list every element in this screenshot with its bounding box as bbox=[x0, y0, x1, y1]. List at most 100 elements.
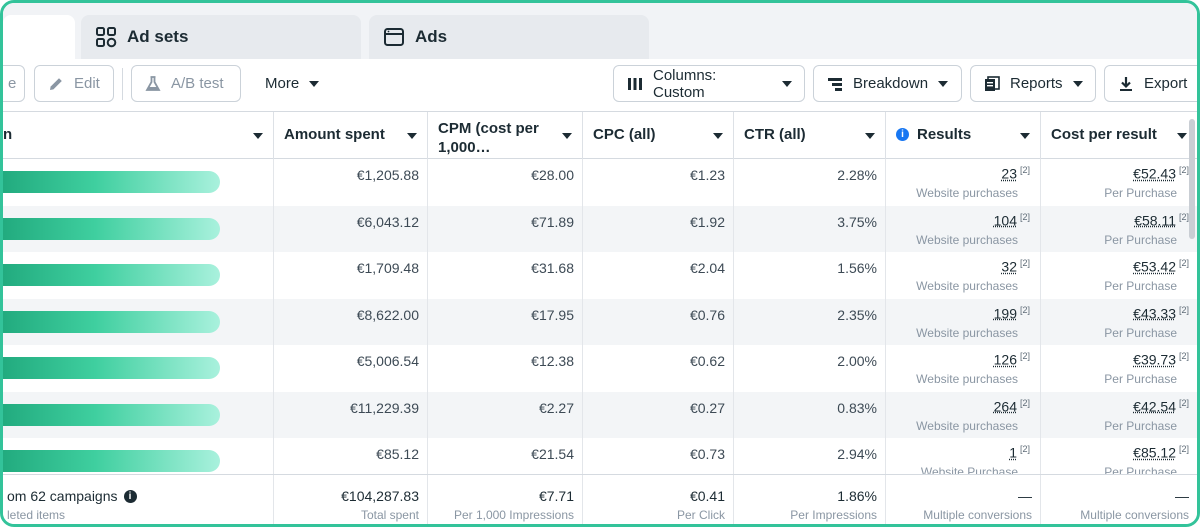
sort-caret-icon[interactable] bbox=[865, 133, 875, 139]
tab-ad-sets[interactable]: Ad sets bbox=[81, 15, 361, 59]
campaign-name-cell[interactable] bbox=[3, 159, 274, 206]
results-value[interactable]: 264 bbox=[993, 398, 1017, 415]
cost-per-result-cell: €39.73 [2] Per Purchase bbox=[1104, 351, 1189, 386]
results-value[interactable]: 1 bbox=[1009, 444, 1017, 461]
cpr-value[interactable]: €85.12 bbox=[1133, 444, 1176, 461]
redacted-campaign-name bbox=[3, 171, 220, 193]
results-cell: 199 [2] Website purchases bbox=[886, 298, 1041, 345]
pencil-icon bbox=[47, 75, 65, 93]
cpc-cell: €0.27 bbox=[583, 391, 734, 438]
campaign-name-cell[interactable] bbox=[3, 391, 274, 438]
footnote: [2] bbox=[1178, 444, 1189, 454]
header-campaign-name[interactable]: n bbox=[3, 112, 274, 159]
info-icon[interactable]: i bbox=[123, 489, 137, 503]
ctr-cell: 2.94% bbox=[734, 438, 886, 474]
header-label: Results bbox=[917, 126, 972, 143]
cpc-cell: €0.76 bbox=[583, 298, 734, 345]
reports-icon bbox=[983, 75, 1001, 93]
redacted-campaign-name bbox=[3, 264, 220, 286]
columns-icon bbox=[626, 75, 644, 93]
cpr-value[interactable]: €43.33 bbox=[1133, 305, 1176, 322]
reports-button[interactable]: Reports bbox=[970, 65, 1096, 102]
campaign-name-cell[interactable] bbox=[3, 252, 274, 299]
cpr-value[interactable]: €42.54 bbox=[1133, 398, 1176, 415]
cost-per-result-cell: €53.42 [2] Per Purchase bbox=[1104, 258, 1189, 293]
redacted-campaign-name bbox=[3, 217, 220, 240]
table-row[interactable]: €1,709.48 €31.68 €2.04 1.56% 32 [2] Websit… bbox=[3, 252, 1197, 299]
duplicate-button[interactable]: e bbox=[3, 65, 25, 102]
export-button[interactable]: Export bbox=[1104, 65, 1197, 102]
campaign-name-cell[interactable] bbox=[3, 205, 274, 252]
header-amount-spent[interactable]: Amount spent bbox=[274, 112, 428, 159]
summary-ctr-cell: 1.86% Per Impressions bbox=[734, 475, 886, 524]
results-value[interactable]: 126 bbox=[993, 351, 1017, 368]
cpc-cell: €0.73 bbox=[583, 438, 734, 474]
footnote: [2] bbox=[1019, 397, 1030, 408]
cpr-value[interactable]: €53.42 bbox=[1133, 258, 1176, 275]
header-label: Cost per result bbox=[1051, 126, 1157, 143]
cpm-cell: €31.68 bbox=[428, 252, 583, 299]
redacted-campaign-name bbox=[3, 403, 220, 426]
breakdown-label: Breakdown bbox=[853, 75, 929, 92]
edit-button[interactable]: Edit bbox=[34, 65, 114, 102]
tab-ads[interactable]: Ads bbox=[369, 15, 649, 59]
amount-spent-cell: €8,622.00 bbox=[274, 298, 428, 345]
results-value[interactable]: 104 bbox=[993, 212, 1017, 229]
campaign-name-cell[interactable] bbox=[3, 438, 274, 474]
summary-cpm-cell: €7.71 Per 1,000 Impressions bbox=[428, 475, 583, 524]
vertical-scrollbar[interactable] bbox=[1189, 119, 1195, 439]
table-row[interactable]: €5,006.54 €12.38 €0.62 2.00% 126 [2] Websi… bbox=[3, 345, 1197, 392]
campaign-name-cell[interactable] bbox=[3, 298, 274, 345]
header-ctr[interactable]: CTR (all) bbox=[734, 112, 886, 159]
results-value[interactable]: 199 bbox=[993, 305, 1017, 322]
sort-caret-icon[interactable] bbox=[407, 133, 417, 139]
results-value[interactable]: 32 bbox=[1001, 258, 1017, 275]
columns-button[interactable]: Columns: Custom bbox=[613, 65, 805, 102]
breakdown-button[interactable]: Breakdown bbox=[813, 65, 962, 102]
edit-label: Edit bbox=[74, 75, 100, 92]
info-icon[interactable]: i bbox=[896, 128, 909, 141]
download-icon bbox=[1117, 75, 1135, 93]
results-cell: 23 [2] Website purchases bbox=[886, 159, 1041, 206]
table-row[interactable]: €1,205.88 €28.00 €1.23 2.28% 23 [2] Websit… bbox=[3, 159, 1197, 206]
redacted-campaign-name bbox=[3, 450, 220, 472]
table-row[interactable]: €8,622.00 €17.95 €0.76 2.35% 199 [2] Websi… bbox=[3, 298, 1197, 345]
header-results[interactable]: i Results bbox=[886, 112, 1041, 159]
results-cell: 1 [2] Website Purchase bbox=[886, 438, 1041, 479]
sort-caret-icon[interactable] bbox=[713, 133, 723, 139]
table-row[interactable]: €11,229.39 €2.27 €0.27 0.83% 264 [2] Websi… bbox=[3, 391, 1197, 438]
header-cpc[interactable]: CPC (all) bbox=[583, 112, 734, 159]
sort-caret-icon[interactable] bbox=[253, 133, 263, 139]
header-cost-per-result[interactable]: Cost per result bbox=[1041, 112, 1197, 159]
summary-title: om 62 campaigns bbox=[7, 488, 118, 504]
results-value[interactable]: 23 bbox=[1001, 165, 1017, 182]
header-cpm[interactable]: CPM (cost per 1,000… bbox=[428, 112, 583, 159]
sort-caret-icon[interactable] bbox=[562, 133, 572, 139]
sort-caret-icon[interactable] bbox=[1020, 133, 1030, 139]
amount-spent-cell: €85.12 bbox=[274, 438, 428, 474]
breakdown-icon bbox=[826, 75, 844, 93]
cpm-cell: €12.38 bbox=[428, 345, 583, 392]
chevron-down-icon bbox=[1072, 80, 1083, 87]
cpm-cell: €2.27 bbox=[428, 391, 583, 438]
cpr-value[interactable]: €39.73 bbox=[1133, 351, 1176, 368]
table-row[interactable]: €6,043.12 €71.89 €1.92 3.75% 104 [2] Websi… bbox=[3, 205, 1197, 252]
sort-caret-icon[interactable] bbox=[1177, 133, 1187, 139]
footnote: [2] bbox=[1019, 351, 1030, 361]
summary-row: om 62 campaigns i leted items €104,287.83… bbox=[3, 474, 1197, 524]
campaign-name-cell[interactable] bbox=[3, 345, 274, 392]
ab-test-button[interactable]: A/B test bbox=[131, 65, 241, 102]
cost-per-result-cell: €58.11 [2] Per Purchase bbox=[1104, 211, 1189, 247]
cpr-value[interactable]: €52.43 bbox=[1133, 165, 1176, 182]
grid-icon bbox=[95, 26, 117, 48]
cost-per-result-cell: €42.54 [2] Per Purchase bbox=[1104, 397, 1189, 433]
cpr-value[interactable]: €58.11 bbox=[1134, 212, 1176, 229]
tab-campaigns[interactable] bbox=[3, 15, 75, 59]
amount-spent-cell: €1,709.48 bbox=[274, 252, 428, 299]
cpc-cell: €2.04 bbox=[583, 252, 734, 299]
footnote: [2] bbox=[1178, 211, 1189, 222]
table-row[interactable]: €85.12 €21.54 €0.73 2.94% 1 [2] Website Pu… bbox=[3, 438, 1197, 479]
amount-spent-cell: €5,006.54 bbox=[274, 345, 428, 392]
more-button[interactable]: More bbox=[253, 65, 343, 102]
